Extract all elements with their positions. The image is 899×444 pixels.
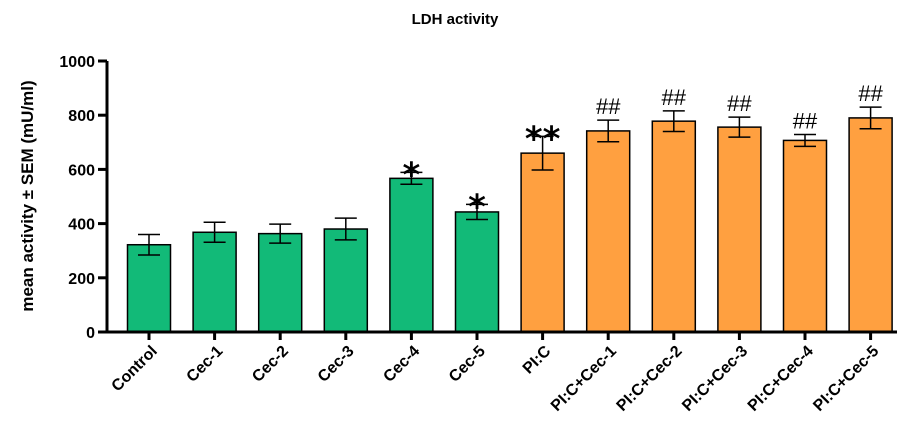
bar-control <box>126 243 172 333</box>
bar-cec-4 <box>389 177 434 333</box>
x-axis: Control Cec-1 Cec-2 Cec-3 Cec-4 Cec-5 PI:CPI:C… <box>105 330 897 415</box>
error-bars-group <box>138 106 882 256</box>
x-tick-label: PI:C+Cec-1 <box>548 343 620 415</box>
y-tick-label: 400 <box>68 217 95 234</box>
error-bar <box>662 110 685 133</box>
x-tick-label: Cec-5 <box>446 343 489 386</box>
bar-pi-c-cec-4 <box>782 139 828 333</box>
error-bar <box>597 119 620 143</box>
x-tick-label: Control <box>109 343 161 395</box>
significance-star-annotation: * <box>403 155 421 195</box>
x-tick-label: Cec-4 <box>380 343 423 386</box>
x-tick-label: Cec-3 <box>315 343 358 386</box>
y-axis: 0 200 400 600 800 1000 <box>59 54 109 342</box>
bar-pi-c-cec-3 <box>717 126 762 333</box>
error-bar <box>531 135 554 171</box>
x-tick-label: Cec-2 <box>249 343 292 386</box>
bars-group <box>126 117 893 333</box>
y-tick-label: 0 <box>86 325 95 342</box>
x-tick-label: PI:C+Cec-2 <box>614 343 686 415</box>
error-bar <box>138 233 160 256</box>
error-bar <box>466 203 488 221</box>
bar-cec-1 <box>192 231 237 333</box>
x-tick-label: PI:C+Cec-4 <box>745 343 817 415</box>
significance-hash-annotation: ## <box>858 81 883 106</box>
x-tick-label: PI:C+Cec-3 <box>679 343 751 415</box>
y-tick-label: 1000 <box>59 54 95 71</box>
y-tick-label: 600 <box>68 162 95 179</box>
error-bar <box>400 171 423 186</box>
error-bar <box>794 133 816 148</box>
error-bar <box>269 223 292 244</box>
significance-hash-annotation: ## <box>596 94 621 119</box>
x-tick-label: PI:C+Cec-5 <box>810 343 882 415</box>
bar-pi-c-cec-2 <box>651 120 697 333</box>
error-bar <box>334 217 357 241</box>
significance-hash-annotation: ## <box>727 91 752 116</box>
x-tick-label: Cec-1 <box>184 343 227 386</box>
significance-annotations: ****## ## ###### <box>403 81 884 227</box>
chart-title: LDH activity <box>412 11 499 28</box>
bar-pi-c <box>520 152 565 333</box>
bar-cec-3 <box>323 228 369 333</box>
significance-star-annotation: ** <box>525 119 561 159</box>
error-bar <box>203 221 226 244</box>
bar-cec-2 <box>257 232 303 333</box>
significance-star-annotation: * <box>468 187 486 227</box>
error-bar <box>728 116 751 138</box>
bar-cec-5 <box>454 211 500 333</box>
y-axis-label: mean activity ± SEM (mU/ml) <box>18 80 37 311</box>
bar-pi-c-cec-5 <box>848 117 893 333</box>
significance-hash-annotation: ## <box>793 108 818 133</box>
error-bar <box>859 106 882 130</box>
significance-hash-annotation: ## <box>662 85 687 110</box>
x-tick-label: PI:C <box>520 342 555 377</box>
y-tick-label: 800 <box>68 108 95 125</box>
y-tick-label: 200 <box>68 271 95 288</box>
bar-pi-c-cec-1 <box>585 130 631 333</box>
